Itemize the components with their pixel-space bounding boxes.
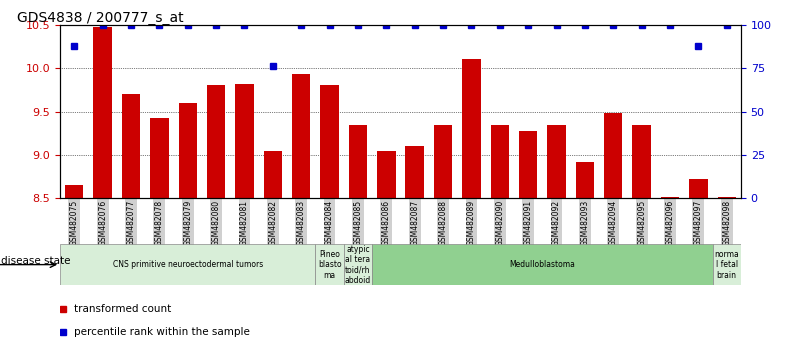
Bar [519, 131, 537, 198]
Bar [633, 125, 651, 198]
Bar [235, 84, 254, 198]
Bar [179, 103, 197, 198]
Text: atypic
al tera
toid/rh
abdoid: atypic al tera toid/rh abdoid [344, 245, 371, 285]
Text: CNS primitive neuroectodermal tumors: CNS primitive neuroectodermal tumors [113, 260, 263, 269]
Bar [316, 244, 344, 285]
Bar [661, 196, 679, 198]
Bar [713, 244, 741, 285]
Bar [576, 162, 594, 198]
Text: percentile rank within the sample: percentile rank within the sample [74, 327, 250, 337]
Text: norma
l fetal
brain: norma l fetal brain [714, 250, 739, 280]
Bar [122, 94, 140, 198]
Text: disease state: disease state [1, 256, 70, 266]
Bar [434, 125, 453, 198]
Bar [264, 150, 282, 198]
Bar [377, 150, 396, 198]
Bar [462, 59, 481, 198]
Bar [344, 244, 372, 285]
Text: transformed count: transformed count [74, 304, 171, 314]
Bar [207, 85, 225, 198]
Bar [60, 244, 316, 285]
Bar [348, 125, 367, 198]
Bar [604, 113, 622, 198]
Bar [718, 196, 736, 198]
Bar [490, 125, 509, 198]
Bar [65, 185, 83, 198]
Text: GDS4838 / 200777_s_at: GDS4838 / 200777_s_at [17, 11, 183, 25]
Bar [320, 85, 339, 198]
Bar [372, 244, 713, 285]
Text: Pineo
blasto
ma: Pineo blasto ma [318, 250, 341, 280]
Bar [150, 119, 168, 198]
Bar [547, 125, 566, 198]
Bar [292, 74, 311, 198]
Bar [405, 146, 424, 198]
Text: Medulloblastoma: Medulloblastoma [509, 260, 575, 269]
Bar [689, 179, 707, 198]
Bar [94, 27, 112, 198]
